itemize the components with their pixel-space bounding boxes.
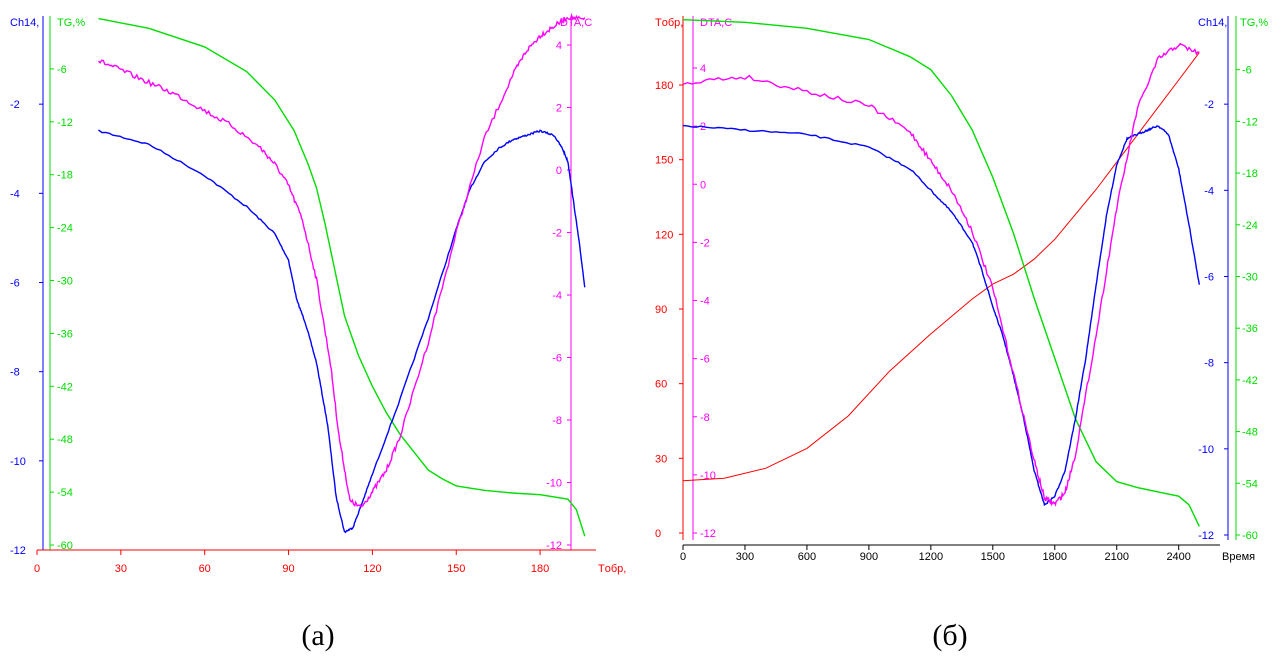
dta-tick-label-b: -12 <box>700 528 716 540</box>
x-tick-label-b: 300 <box>736 551 754 563</box>
x-tick-label-b: 2100 <box>1104 551 1128 563</box>
chart-panel-a: Ch14,-2-4-6-8-10-12TG,%-6-12-18-24-30-36… <box>10 12 626 575</box>
tg-tick-label-a: -60 <box>57 540 73 552</box>
tobr-tick-label-b: 30 <box>655 453 667 465</box>
tg-tick-label-a: -36 <box>57 328 73 340</box>
x-tick-label-a: 90 <box>282 563 294 575</box>
dta-tick-label-a: -4 <box>552 290 562 302</box>
tobr-tick-label-b: 90 <box>655 304 667 316</box>
tg-tick-label-a: -42 <box>57 381 73 393</box>
x-tick-label-b: 1200 <box>919 551 943 563</box>
ch14-tick-label-a: -10 <box>10 456 26 468</box>
tg-tick-label-a: -54 <box>57 487 73 499</box>
tg-tick-label-b: -30 <box>1242 272 1258 284</box>
dta-tick-label-b: 0 <box>700 179 706 191</box>
dta-tick-label-a: -8 <box>552 415 562 427</box>
dta-axis-label-b: DTA,C <box>700 17 732 29</box>
x-tick-label-a: 30 <box>115 563 127 575</box>
dta-tick-label-b: -6 <box>700 354 710 366</box>
dta-tick-label-b: -4 <box>700 296 710 308</box>
dta-series-a <box>97 12 586 509</box>
x-tick-label-a: 0 <box>34 563 40 575</box>
tobr-axis-label-b: Tобр, <box>655 17 683 29</box>
tg-tick-label-b: -24 <box>1242 220 1258 232</box>
x-axis-label-b: Время <box>1222 551 1255 563</box>
tg-tick-label-b: -6 <box>1242 65 1252 77</box>
x-tick-label-a: 60 <box>199 563 211 575</box>
tg-tick-label-a: -12 <box>57 117 73 129</box>
tg-tick-label-a: -24 <box>57 223 73 235</box>
tg-tick-label-b: -36 <box>1242 323 1258 335</box>
x-tick-label-a: 150 <box>447 563 465 575</box>
tg-tick-label-b: -42 <box>1242 375 1258 387</box>
tg-series-a <box>98 17 586 537</box>
dta-tick-label-a: 2 <box>556 103 562 115</box>
ch14-tick-label-b: -6 <box>1204 272 1214 284</box>
tg-tick-label-b: -12 <box>1242 116 1258 128</box>
x-tick-label-b: 0 <box>680 551 686 563</box>
ch14-axis-label-a: Ch14, <box>10 17 39 29</box>
dta-series-b <box>682 42 1200 507</box>
tg-axis-label-b: TG,% <box>1240 17 1268 29</box>
x-tick-label-a: 180 <box>531 563 549 575</box>
tobr-tick-label-b: 150 <box>655 155 673 167</box>
tg-tick-label-a: -48 <box>57 434 73 446</box>
dta-axis-label-a: DTA,C <box>560 17 592 29</box>
tg-tick-label-a: -18 <box>57 170 73 182</box>
tobr-tick-label-b: 60 <box>655 379 667 391</box>
tg-tick-label-a: -6 <box>57 64 67 76</box>
dta-tick-label-b: -8 <box>700 412 710 424</box>
dta-tick-label-b: -10 <box>700 470 716 482</box>
caption-a: (a) <box>301 619 334 652</box>
tg-tick-label-b: -18 <box>1242 168 1258 180</box>
x-tick-label-b: 2400 <box>1166 551 1190 563</box>
ch14-tick-label-b: -12 <box>1198 530 1214 542</box>
ch14-tick-label-b: -2 <box>1204 99 1214 111</box>
x-tick-label-b: 900 <box>860 551 878 563</box>
ch14-tick-label-a: -2 <box>10 99 20 111</box>
ch14-tick-label-a: -12 <box>10 545 26 557</box>
ch14-tick-label-b: -10 <box>1198 444 1214 456</box>
tobr-tick-label-b: 0 <box>655 528 661 540</box>
ch14-tick-label-b: -4 <box>1204 185 1214 197</box>
dta-tick-label-a: -2 <box>552 228 562 240</box>
dta-tick-label-b: 4 <box>700 63 706 75</box>
tobr-tick-label-b: 120 <box>655 229 673 241</box>
caption-b: (б) <box>932 619 967 652</box>
dta-tick-label-b: -2 <box>700 237 710 249</box>
ch14-tick-label-a: -4 <box>10 188 20 200</box>
tg-tick-label-a: -30 <box>57 276 73 288</box>
ch14-series-a <box>98 129 586 534</box>
ch14-tick-label-a: -8 <box>10 367 20 379</box>
x-axis-label-a: Tобр, <box>598 563 626 575</box>
dta-tick-label-a: 0 <box>556 165 562 177</box>
x-tick-label-b: 1500 <box>981 551 1005 563</box>
dta-tick-label-a: -6 <box>552 353 562 365</box>
x-tick-label-b: 600 <box>798 551 816 563</box>
tg-tick-label-b: -48 <box>1242 427 1258 439</box>
tg-tick-label-b: -60 <box>1242 530 1258 542</box>
dta-tick-label-a: 4 <box>556 40 562 52</box>
ch14-tick-label-a: -6 <box>10 278 20 290</box>
chart-panel-b: Tобр,0306090120150180DTA,C420-2-4-6-8-10… <box>655 16 1268 563</box>
tobr-tick-label-b: 180 <box>655 80 673 92</box>
ch14-axis-label-b: Ch14, <box>1198 17 1227 29</box>
tobr-series-b <box>682 52 1200 482</box>
tg-axis-label-a: TG,% <box>57 17 85 29</box>
tg-tick-label-b: -54 <box>1242 478 1258 490</box>
x-tick-label-b: 1800 <box>1043 551 1067 563</box>
dta-tick-label-a: -12 <box>546 540 562 552</box>
x-tick-label-a: 120 <box>363 563 381 575</box>
tg-series-b <box>682 19 1200 527</box>
ch14-tick-label-b: -8 <box>1204 358 1214 370</box>
dta-tick-label-a: -10 <box>546 478 562 490</box>
